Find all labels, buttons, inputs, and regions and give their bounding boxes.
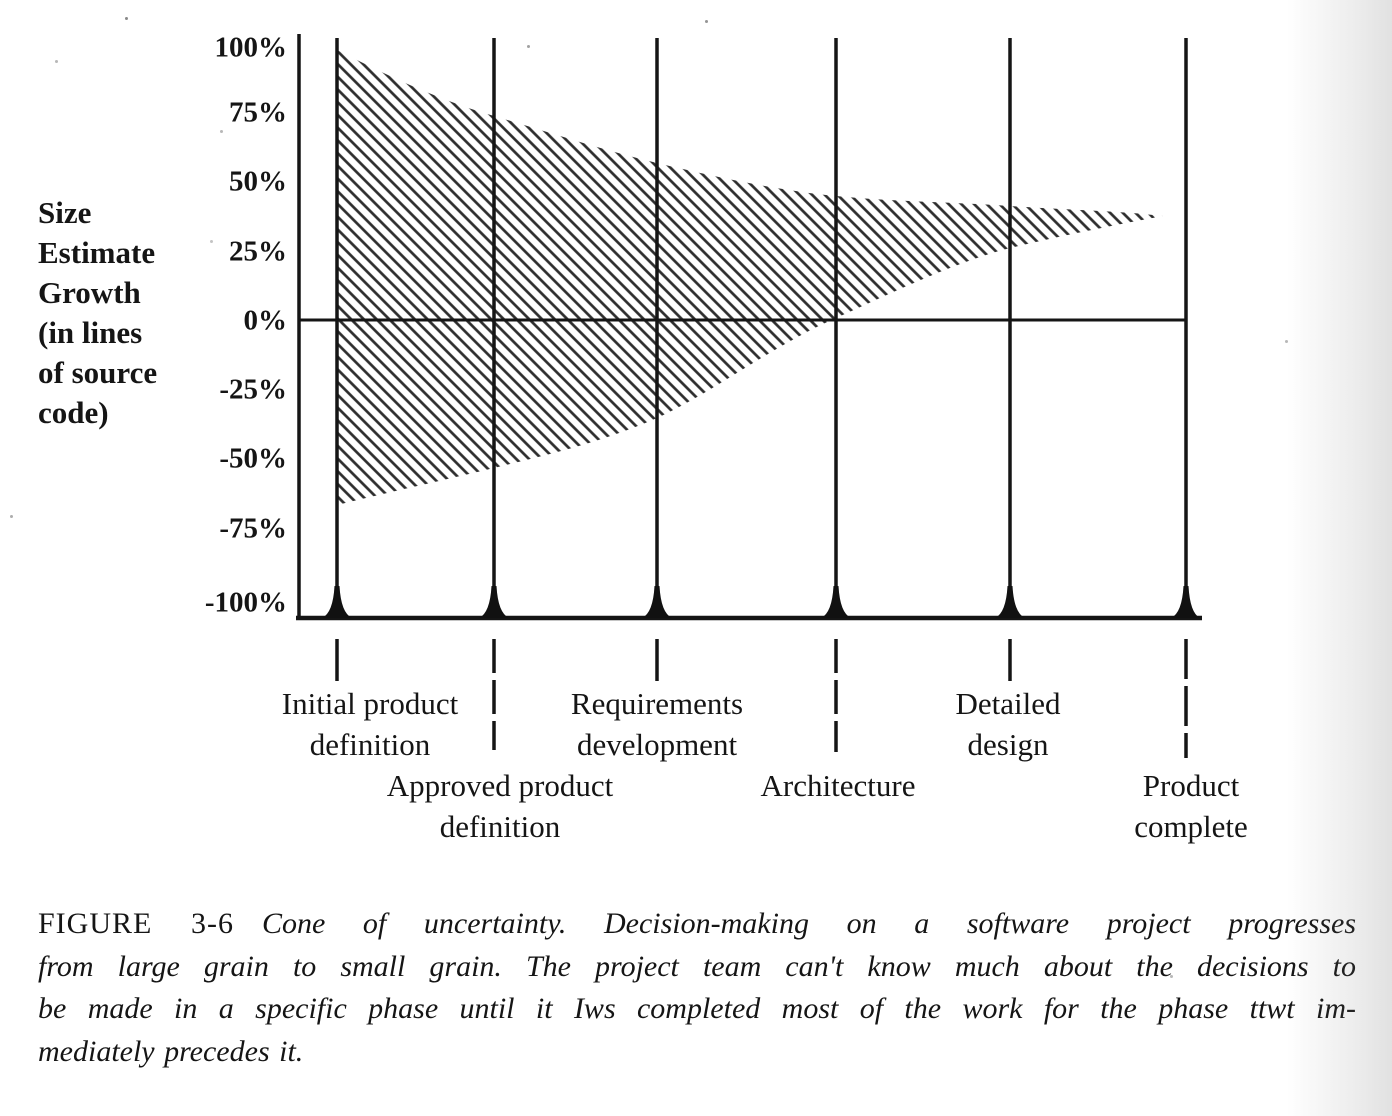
cone-of-uncertainty-chart <box>296 34 1202 758</box>
phase-label-initial-product-definition: Initial product definition <box>282 683 458 765</box>
milestone-marker-triangle <box>642 586 672 618</box>
phase-label-line: Architecture <box>760 768 916 803</box>
y-tick-label: 50% <box>229 165 287 198</box>
figure-number-label: FIGURE 3-6 <box>38 907 234 940</box>
milestone-marker-triangle <box>821 586 851 618</box>
phase-label-line: definition <box>309 727 431 762</box>
milestone-marker-triangle <box>1171 586 1200 618</box>
uncertainty-cone-region <box>337 50 1163 505</box>
phase-label-line: Detailed <box>955 686 1061 721</box>
caption-line: mediately precedes it. <box>38 1034 304 1068</box>
phase-label-line: Approved product <box>386 768 614 803</box>
y-tick-label: -50% <box>219 442 287 475</box>
caption-line: from large grain to small grain. The pro… <box>38 949 1356 983</box>
phase-label-approved-product-definition: Approved product definition <box>387 765 613 847</box>
y-tick-label: 75% <box>229 96 287 129</box>
phase-label-line: Initial product <box>281 686 459 721</box>
phase-label-line: development <box>576 727 738 762</box>
y-tick-label: 100% <box>214 31 288 64</box>
phase-label-detailed-design: Detailed design <box>955 683 1060 765</box>
phase-label-line: design <box>967 727 1049 762</box>
phase-label-line: definition <box>439 809 561 844</box>
milestone-marker-triangle <box>322 586 352 618</box>
phase-label-requirements-development: Requirements development <box>571 683 743 765</box>
y-tick-label: -25% <box>219 373 287 406</box>
y-tick-label: -100% <box>204 586 287 619</box>
y-tick-label: 25% <box>229 235 287 268</box>
y-axis-tick-labels: 100% 75% 50% 25% 0% -25% -50% -75% -100% <box>0 0 287 880</box>
y-tick-label: -75% <box>219 512 287 545</box>
caption-line: be made in a specific phase until it Iws… <box>38 992 1356 1025</box>
milestone-marker-triangle <box>479 586 509 618</box>
milestone-marker-triangle <box>995 586 1025 618</box>
phase-label-line: Product <box>1142 768 1240 803</box>
phase-label-architecture: Architecture <box>761 765 916 806</box>
phase-label-line: complete <box>1134 809 1248 844</box>
caption-line: FIGURE 3-6 Cone of uncertainty. Decision-… <box>38 903 1356 946</box>
y-axis-title: Size Estimate Growth (in lines of source… <box>38 195 158 430</box>
scan-speckles <box>125 17 128 20</box>
caption-text: Cone of uncertainty. Decision-making on … <box>261 907 1356 940</box>
y-tick-label: 0% <box>243 304 288 337</box>
figure-caption: FIGURE 3-6 Cone of uncertainty. Decision-… <box>38 903 1356 1073</box>
phase-label-line: Requirements <box>570 686 744 721</box>
phase-label-product-complete: Product complete <box>1134 765 1248 847</box>
